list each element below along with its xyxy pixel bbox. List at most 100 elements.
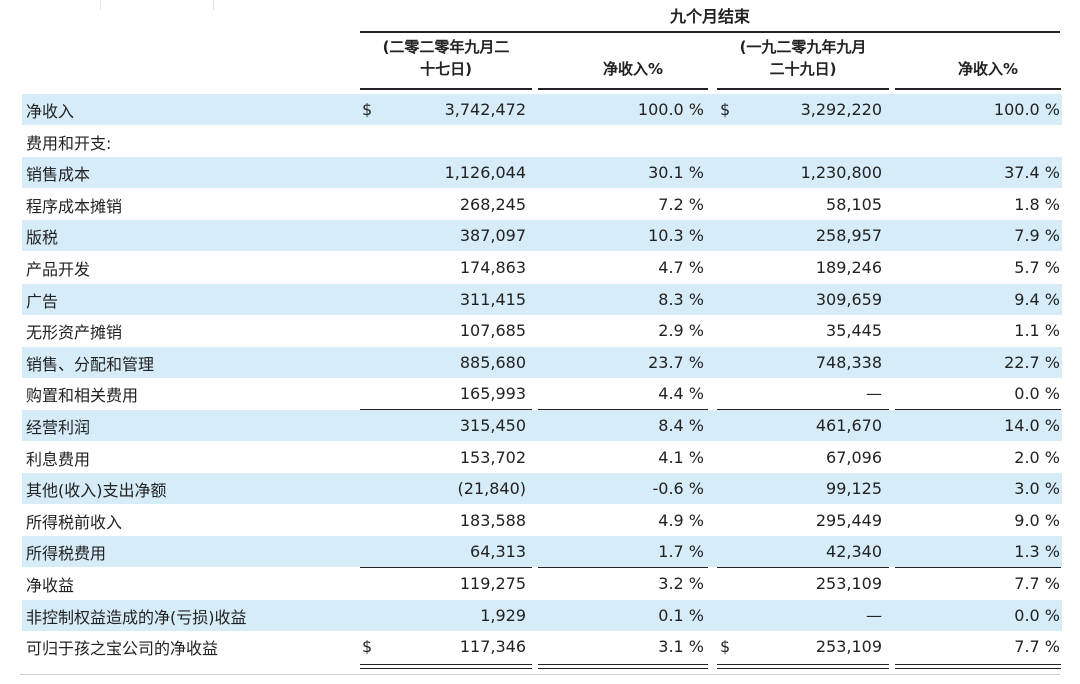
pct-2020: 3.2 % <box>658 574 704 593</box>
pct-2020: 4.4 % <box>658 384 704 404</box>
pct-2020: 7.2 % <box>658 194 704 214</box>
pct-2019: 7.9 % <box>1014 226 1060 246</box>
col-head-2020-line1: (二零二零年九月二 <box>382 38 510 56</box>
col-head-underline <box>717 88 889 90</box>
pct-2019: 7.7 % <box>1014 637 1060 657</box>
row-label: 经营利润 <box>26 418 91 437</box>
pct-2020: 10.3 % <box>648 226 704 246</box>
col-head-underline <box>360 88 532 90</box>
subtotal-rule <box>717 409 889 410</box>
value-2020: 107,685 <box>459 321 526 341</box>
pct-2019: 1.1 % <box>1014 321 1060 341</box>
subtotal-rule <box>538 409 708 410</box>
table-row: 广告 311,415 8.3 % 309,659 9.4 % <box>22 283 1062 315</box>
grid-line <box>213 0 214 10</box>
table-row: 其他(收入)支出净额 (21,840) -0.6 % 99,125 3.0 % <box>22 473 1062 505</box>
table-row: 经营利润 315,450 8.4 % 461,670 14.0 % <box>22 410 1062 441</box>
col-head-2019-line2: 二十九日) <box>769 60 837 78</box>
col-head-2020: (二零二零年九月二 十七日) <box>360 36 532 80</box>
total-double-rule <box>717 663 889 669</box>
pct-2020: 8.3 % <box>658 289 704 309</box>
row-label: 费用和开支: <box>26 133 112 153</box>
table-row: 销售成本 1,126,044 30.1 % 1,230,800 37.4 % <box>22 157 1062 189</box>
row-label: 购置和相关费用 <box>26 386 139 406</box>
value-2019: 58,105 <box>826 194 882 214</box>
currency-symbol-2020: $ <box>362 637 373 657</box>
pct-2019: 14.0 % <box>1004 416 1060 435</box>
table-row: 购置和相关费用 165,993 4.4 % — 0.0 % <box>22 378 1062 409</box>
currency-symbol-2020: $ <box>362 100 373 119</box>
col-head-2019-line1: (一九二零九年九月 <box>739 38 867 56</box>
subtotal-rule <box>538 567 708 568</box>
row-label: 无形资产摊销 <box>26 323 123 343</box>
value-2019: 309,659 <box>815 289 882 309</box>
period-title: 九个月结束 <box>669 7 750 26</box>
pct-2019: 1.8 % <box>1014 194 1060 214</box>
value-2020: 183,588 <box>459 510 526 530</box>
value-2019: 295,449 <box>815 510 882 530</box>
table-row: 净收益 119,275 3.2 % 253,109 7.7 % <box>22 568 1062 599</box>
row-label: 广告 <box>26 291 59 311</box>
pct-2020: 2.9 % <box>658 321 704 341</box>
table-row: 非控制权益造成的净(亏损)收益 1,929 0.1 % — 0.0 % <box>22 599 1062 631</box>
period-title-underline <box>360 31 1060 33</box>
col-head-underline <box>538 88 708 90</box>
table-row: 产品开发 174,863 4.7 % 189,246 5.7 % <box>22 252 1062 283</box>
table-row: 费用和开支: <box>22 126 1062 157</box>
value-2019: 748,338 <box>815 352 882 372</box>
pct-2020: 4.9 % <box>658 510 704 530</box>
table-row: 利息费用 153,702 4.1 % 67,096 2.0 % <box>22 442 1062 473</box>
currency-symbol-2019: $ <box>720 100 731 119</box>
value-2019: 35,445 <box>826 321 882 341</box>
pct-2020: 8.4 % <box>658 416 704 435</box>
pct-2019: 7.7 % <box>1014 574 1060 593</box>
value-2020: 119,275 <box>459 574 526 593</box>
row-label: 所得税费用 <box>26 544 107 564</box>
pct-2020: 100.0 % <box>637 100 704 119</box>
pct-2020: 23.7 % <box>648 352 704 372</box>
subtotal-rule <box>360 409 532 410</box>
row-label: 版税 <box>26 228 59 248</box>
value-2020: 885,680 <box>459 352 526 372</box>
grid-line <box>100 0 101 10</box>
col-head-2020-line2: 十七日) <box>420 60 472 78</box>
value-2019: 461,670 <box>815 416 882 435</box>
pct-2019: 3.0 % <box>1014 479 1060 499</box>
value-2020: 165,993 <box>459 384 526 404</box>
value-2020: 311,415 <box>459 289 526 309</box>
table-row: 版税 387,097 10.3 % 258,957 7.9 % <box>22 220 1062 252</box>
row-label: 非控制权益造成的净(亏损)收益 <box>26 607 247 627</box>
table-bottom-border <box>20 674 1060 675</box>
table-row: 无形资产摊销 107,685 2.9 % 35,445 1.1 % <box>22 315 1062 346</box>
value-2020: 1,929 <box>480 605 526 625</box>
value-2020: 315,450 <box>459 416 526 435</box>
row-label: 销售、分配和管理 <box>26 354 155 374</box>
pct-2020: 1.7 % <box>658 542 704 562</box>
value-2020: 153,702 <box>459 447 526 467</box>
pct-2020: 30.1 % <box>648 163 704 183</box>
subtotal-rule <box>895 409 1061 410</box>
value-2019: 1,230,800 <box>800 163 882 183</box>
value-2020: 174,863 <box>459 258 526 277</box>
pct-2019: 9.0 % <box>1014 510 1060 530</box>
value-2020: 117,346 <box>459 637 526 657</box>
row-label: 所得税前收入 <box>26 512 123 532</box>
pct-2019: 0.0 % <box>1014 605 1060 625</box>
col-head-pct-2020: 净收入% <box>602 60 664 78</box>
pct-2020: -0.6 % <box>652 479 704 499</box>
currency-symbol-2019: $ <box>720 637 731 657</box>
subtotal-rule <box>717 567 889 568</box>
row-label: 程序成本摊销 <box>26 196 123 216</box>
row-label: 销售成本 <box>26 165 91 185</box>
total-double-rule <box>895 663 1061 669</box>
value-2020: 268,245 <box>459 194 526 214</box>
col-head-pct-2019: 净收入% <box>957 60 1019 78</box>
row-label: 利息费用 <box>26 449 91 469</box>
value-2020: 64,313 <box>470 542 526 562</box>
row-label: 可归于孩之宝公司的净收益 <box>26 639 219 659</box>
value-2020: 1,126,044 <box>444 163 526 183</box>
pct-2020: 4.7 % <box>658 258 704 277</box>
value-2020: 3,742,472 <box>444 100 526 119</box>
pct-2020: 4.1 % <box>658 447 704 467</box>
total-double-rule <box>538 663 708 669</box>
